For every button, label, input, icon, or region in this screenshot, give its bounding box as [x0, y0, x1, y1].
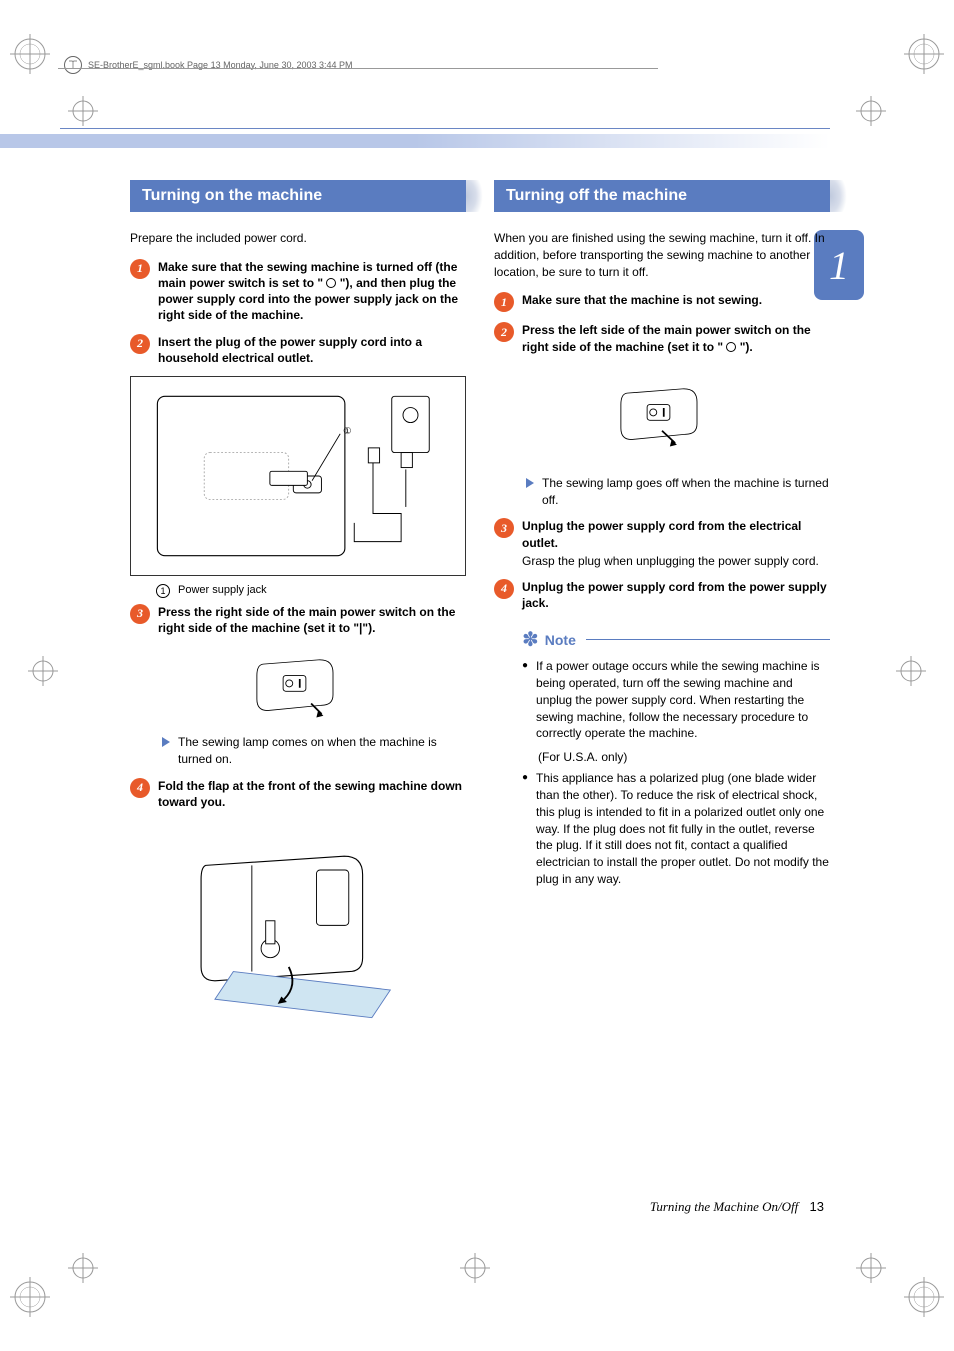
reg-mark-left [28, 656, 58, 686]
note-list: If a power outage occurs while the sewin… [522, 658, 830, 742]
left-step-1-text: Make sure that the sewing machine is tur… [158, 259, 466, 324]
step-number-icon: 2 [130, 334, 150, 354]
left-section-title: Turning on the machine [130, 180, 466, 212]
left-result-1: The sewing lamp comes on when the machin… [162, 734, 466, 768]
footer-page-number: 13 [810, 1199, 824, 1214]
book-icon [64, 56, 82, 74]
power-switch-on-illustration [243, 646, 353, 726]
right-result-1: The sewing lamp goes off when the machin… [526, 475, 830, 509]
left-column: Turning on the machine Prepare the inclu… [130, 180, 466, 1048]
right-step-2-text: Press the left side of the main power sw… [522, 322, 830, 354]
chapter-top-bar [0, 134, 830, 148]
step-number-icon: 3 [494, 518, 514, 538]
header-rule [58, 68, 658, 69]
note-item-2: This appliance has a polarized plug (one… [522, 770, 830, 888]
right-step-1-text: Make sure that the machine is not sewing… [522, 292, 762, 308]
right-section-title: Turning off the machine [494, 180, 830, 212]
right-step-3: 3 Unplug the power supply cord from the … [494, 518, 830, 569]
left-step-2: 2 Insert the plug of the power supply co… [130, 334, 466, 366]
note-box: ✽ Note If a power outage occurs while th… [522, 627, 830, 888]
crop-mark-br [904, 1277, 944, 1317]
power-off-symbol [326, 278, 336, 288]
note-header: ✽ Note [522, 627, 830, 652]
step-number-icon: 4 [130, 778, 150, 798]
callout-text: Power supply jack [178, 584, 267, 598]
note-label: Note [545, 632, 576, 648]
left-step-3-text: Press the right side of the main power s… [158, 604, 466, 636]
crop-mark-tl [10, 34, 50, 74]
step-number-icon: 1 [494, 292, 514, 312]
page-footer: Turning the Machine On/Off 13 [650, 1199, 824, 1215]
right-column: Turning off the machine When you are fin… [494, 180, 830, 1048]
right-step-3-text: Unplug the power supply cord from the el… [522, 518, 830, 550]
note-usa: (For U.S.A. only) [538, 750, 830, 764]
footer-section: Turning the Machine On/Off [650, 1199, 798, 1214]
right-step-4-text: Unplug the power supply cord from the po… [522, 579, 830, 611]
step-number-icon: 1 [130, 259, 150, 279]
power-cord-illustration: ① [130, 376, 466, 576]
crop-mark-tr [904, 34, 944, 74]
note-list-2: This appliance has a polarized plug (one… [522, 770, 830, 888]
note-icon: ✽ [522, 627, 539, 652]
reg-mark-right [896, 656, 926, 686]
reg-mark-top [68, 96, 98, 126]
left-step-3: 3 Press the right side of the main power… [130, 604, 466, 636]
left-step-4-text: Fold the flap at the front of the sewing… [158, 778, 466, 810]
triangle-bullet-icon [162, 737, 170, 747]
left-result-1-text: The sewing lamp comes on when the machin… [178, 734, 466, 768]
power-switch-off-illustration [607, 375, 717, 455]
right-step-3-sub: Grasp the plug when unplugging the power… [522, 553, 830, 569]
reg-mark-bot-r [856, 1253, 886, 1283]
flap-illustration [130, 820, 466, 1040]
left-intro: Prepare the included power cord. [130, 230, 466, 247]
right-result-1-text: The sewing lamp goes off when the machin… [542, 475, 830, 509]
step-number-icon: 4 [494, 579, 514, 599]
step-number-icon: 2 [494, 322, 514, 342]
book-header: SE-BrotherE_sgml.book Page 13 Monday, Ju… [64, 56, 353, 74]
note-rule [586, 639, 830, 640]
page-content: Turning on the machine Prepare the inclu… [130, 180, 830, 1048]
svg-text:①: ① [343, 426, 351, 436]
crop-mark-bl [10, 1277, 50, 1317]
callout-1: 1 Power supply jack [156, 584, 466, 598]
chapter-number: 1 [829, 242, 849, 289]
note-item-1: If a power outage occurs while the sewin… [522, 658, 830, 742]
left-step-2-text: Insert the plug of the power supply cord… [158, 334, 466, 366]
right-step-1: 1 Make sure that the machine is not sewi… [494, 292, 830, 312]
power-off-symbol [726, 342, 736, 352]
triangle-bullet-icon [526, 478, 534, 488]
step-number-icon: 3 [130, 604, 150, 624]
reg-mark-top-r [856, 96, 886, 126]
right-intro: When you are finished using the sewing m… [494, 230, 830, 280]
reg-mark-bot [460, 1253, 490, 1283]
callout-number: 1 [156, 584, 170, 598]
left-step-4: 4 Fold the flap at the front of the sewi… [130, 778, 466, 810]
right-step-2: 2 Press the left side of the main power … [494, 322, 830, 354]
reg-mark-bot-l [68, 1253, 98, 1283]
left-step-1: 1 Make sure that the sewing machine is t… [130, 259, 466, 324]
right-step-4: 4 Unplug the power supply cord from the … [494, 579, 830, 611]
